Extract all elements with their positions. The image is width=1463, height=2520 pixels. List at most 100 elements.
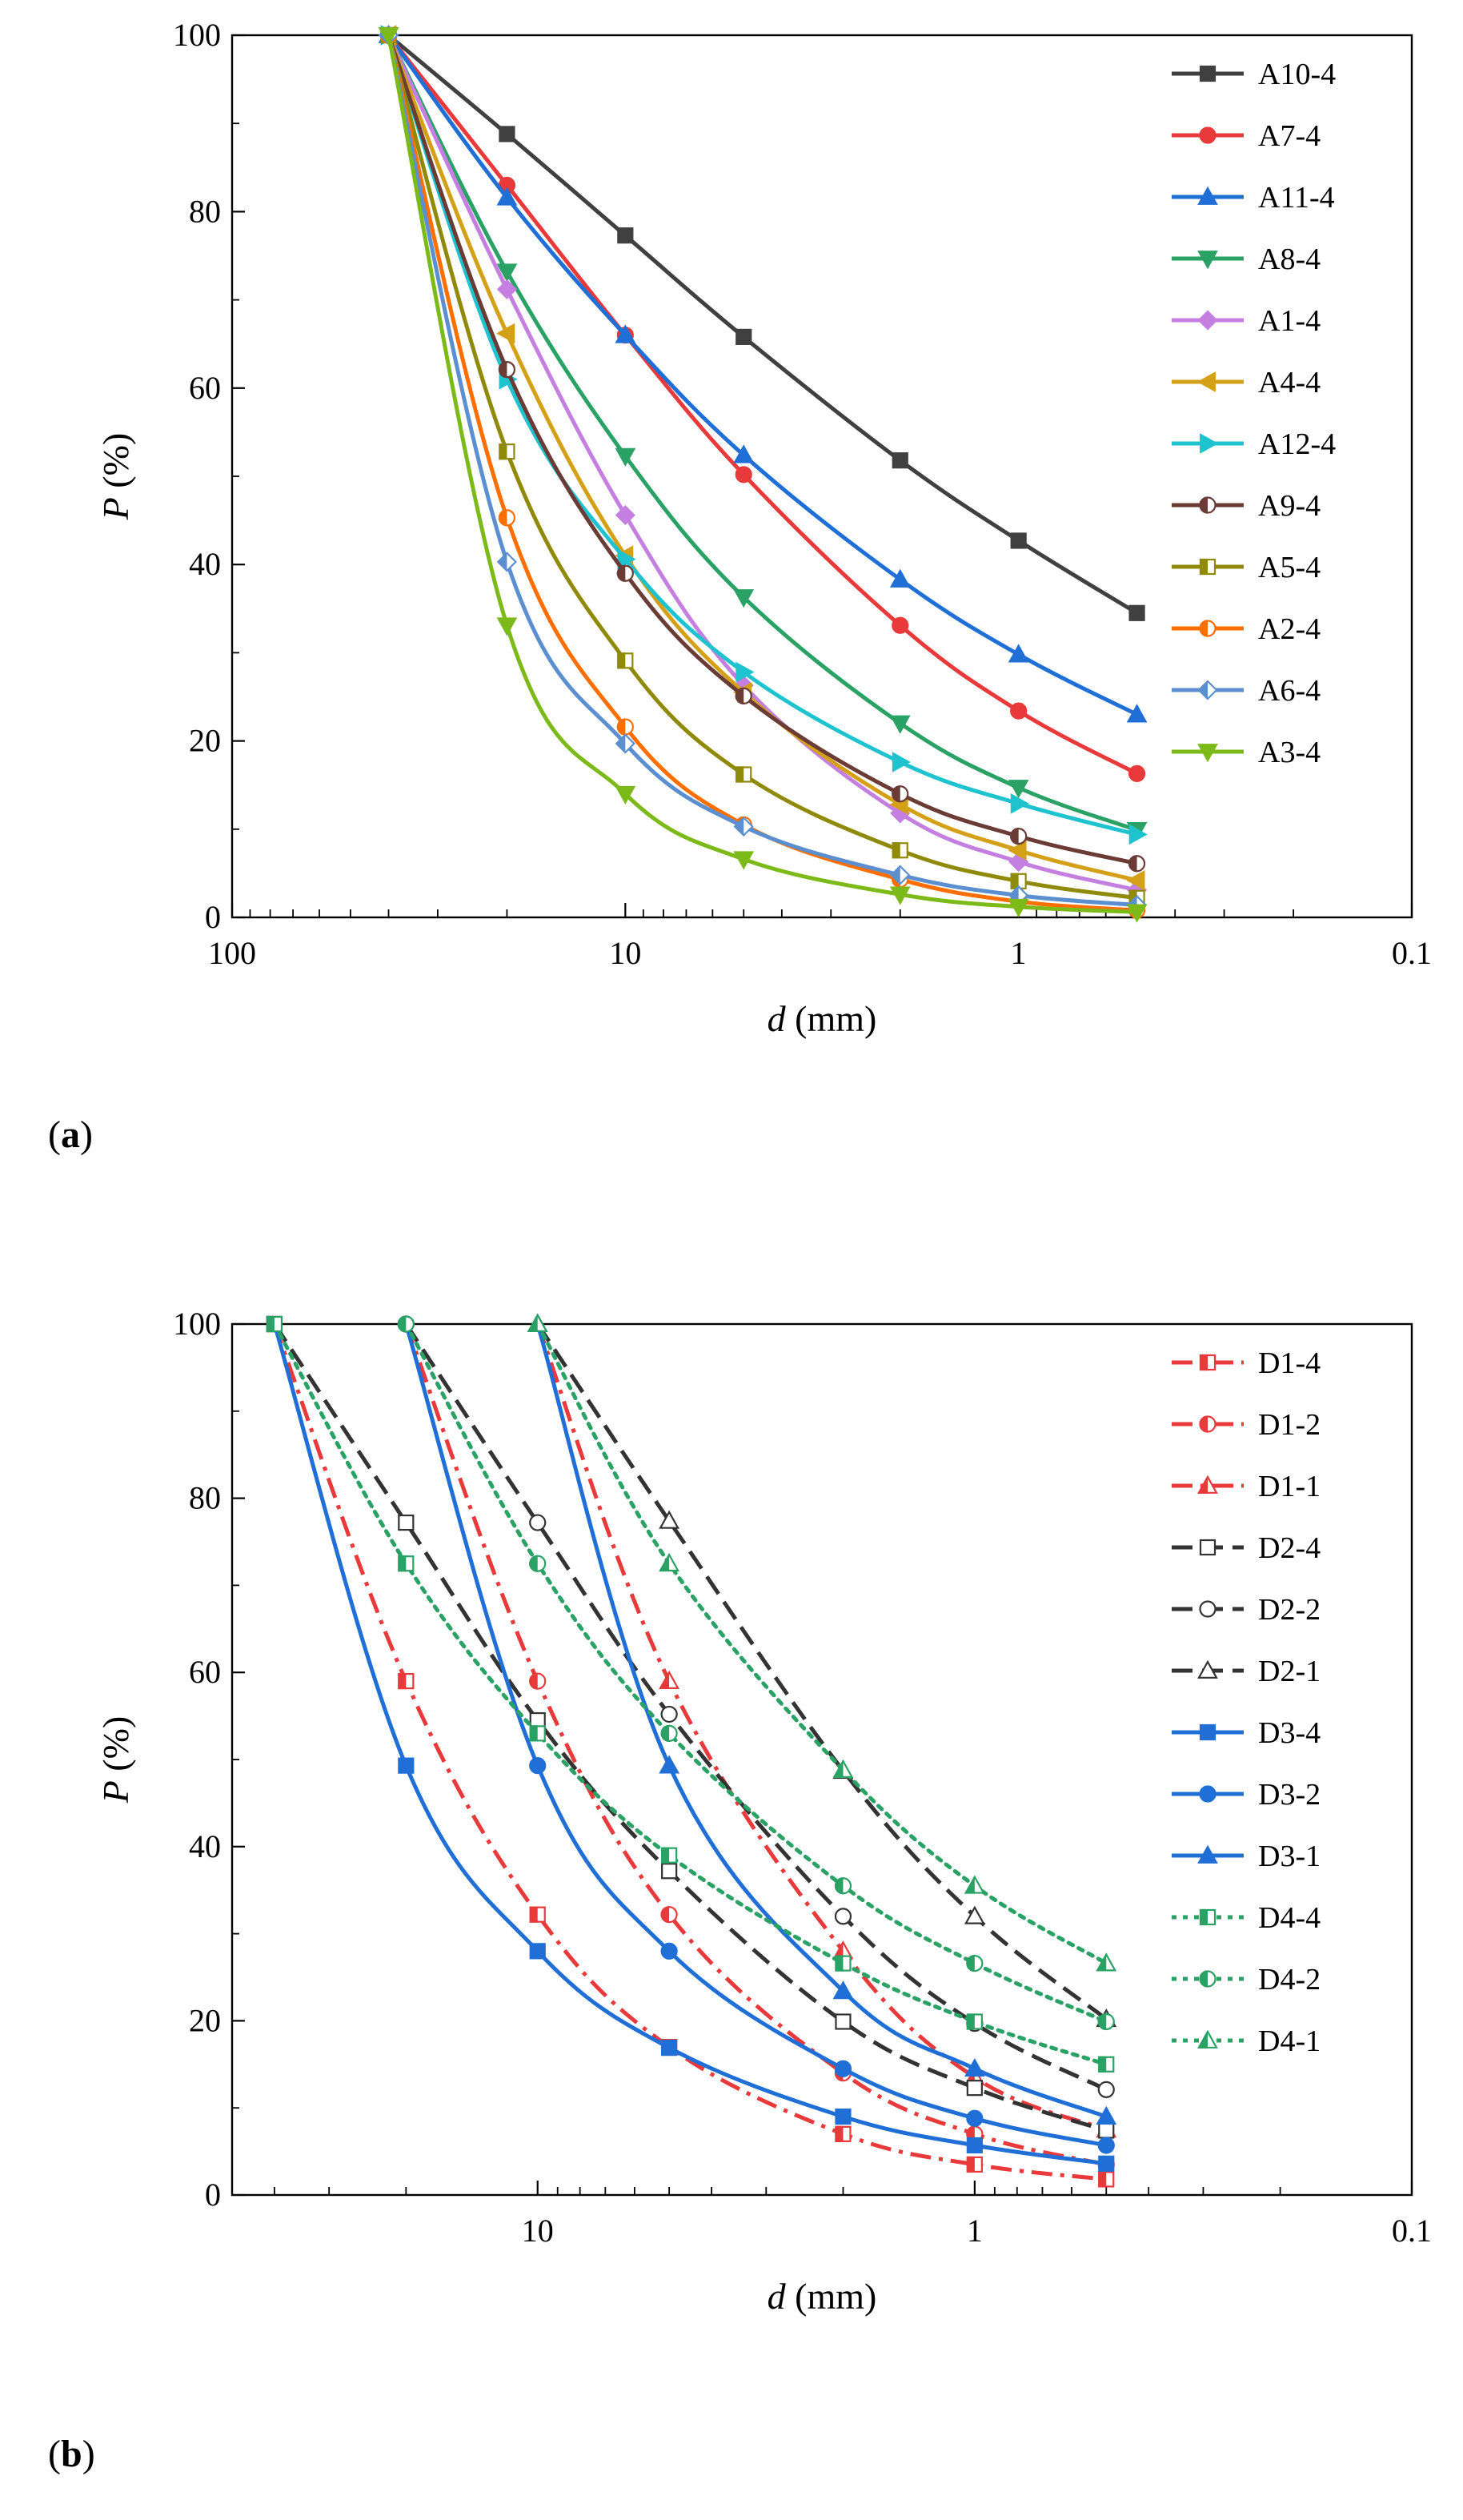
legend-item-d4-4: D4-4	[1172, 1901, 1321, 1935]
series-line-d3-1	[535, 1323, 1108, 2119]
legend-marker	[1197, 1659, 1218, 1679]
legend-label: D1-4	[1258, 1346, 1321, 1380]
data-point-a5-4-fill	[499, 443, 507, 460]
data-point-d1-4-fill	[1098, 2171, 1107, 2188]
panel-label-a: (a)	[48, 1114, 93, 1156]
series-line-d3-4	[272, 1323, 1107, 2166]
data-point-d3-4	[835, 2108, 852, 2125]
data-point-a6-4-fill	[890, 865, 900, 885]
x-axis-title-var: d	[768, 998, 787, 1039]
legend-label: A12-4	[1258, 427, 1336, 461]
data-point-a9-4-fill	[1128, 855, 1137, 873]
data-point-a7-4	[892, 616, 909, 634]
legend-label: A5-4	[1258, 551, 1321, 584]
data-point-a12-4	[736, 661, 755, 683]
legend-marker-fill	[1199, 620, 1208, 637]
data-point-a2-4-fill	[616, 718, 626, 736]
data-point-d3-1	[1096, 2105, 1117, 2125]
x-axis-title: d (mm)	[768, 998, 877, 1039]
legend-label: D1-1	[1258, 1470, 1321, 1503]
data-point-d1-4-fill	[529, 1906, 538, 1923]
x-tick-label: 100	[208, 935, 256, 971]
data-point-d4-4-fill	[398, 1555, 407, 1572]
legend-item-a12-4: A12-4	[1172, 427, 1336, 461]
legend-marker-fill	[1199, 1908, 1208, 1926]
legend-item-a10-4: A10-4	[1172, 58, 1336, 91]
y-tick-label: 40	[189, 546, 221, 582]
series-d4-4	[266, 1315, 1115, 2073]
legend-marker-fill	[1199, 1354, 1208, 1371]
data-point-d2-1	[659, 1510, 680, 1529]
x-tick-label: 0.1	[1392, 2213, 1432, 2249]
data-point-d2-2	[834, 1908, 852, 1925]
legend-marker-fill	[1197, 1475, 1208, 1494]
legend-label: D4-4	[1258, 1901, 1321, 1935]
series-line-d1-4	[272, 1323, 1107, 2181]
legend-label: D2-2	[1258, 1593, 1321, 1627]
data-point-a1-4	[615, 504, 635, 526]
data-point-a4-4	[1008, 840, 1027, 861]
series-a7-4	[379, 26, 1146, 782]
data-point-a9-4-fill	[892, 785, 900, 803]
data-point-d4-1-fill	[659, 1552, 670, 1572]
x-tick-label: 0.1	[1392, 935, 1432, 971]
data-point-d1-2-fill	[529, 1672, 538, 1690]
x-tick-label: 1	[1011, 935, 1027, 971]
data-point-a5-4-fill	[617, 652, 626, 669]
series-line-a9-4	[387, 34, 1138, 866]
series-line-a3-4	[387, 34, 1137, 914]
legend-marker	[1196, 371, 1216, 392]
data-point-a3-4	[615, 785, 636, 805]
data-point-d2-4	[966, 2080, 983, 2097]
series-a1-4	[378, 25, 1148, 901]
data-point-a10-4	[892, 452, 908, 469]
x-axis-title: d (mm)	[768, 2276, 877, 2317]
legend-marker-fill	[1197, 680, 1208, 700]
series-a4-4	[378, 25, 1145, 891]
series-line-d1-2	[403, 1323, 1107, 2167]
data-point-a11-4	[1126, 704, 1148, 723]
legend-item-d1-1: D1-1	[1172, 1470, 1321, 1503]
legend-item-d4-1: D4-1	[1172, 2024, 1321, 2058]
series-a5-4	[380, 26, 1145, 906]
data-point-d4-2-fill	[834, 1877, 844, 1895]
data-point-d1-1-fill	[659, 1670, 670, 1689]
y-tick-label: 80	[189, 1480, 221, 1516]
data-point-d3-1	[659, 1755, 680, 1774]
data-point-a10-4	[1010, 532, 1027, 549]
data-point-d4-2-fill	[660, 1724, 670, 1742]
legend-label: A8-4	[1258, 243, 1321, 276]
chart-panel-b: 0 20 40 60 80 100 10 1 0.1 d (mm) P (%) D1-4 D1-2 D1-…	[0, 1233, 1463, 2520]
legend-marker	[1197, 1844, 1218, 1864]
data-point-d4-1-fill	[527, 1313, 538, 1332]
legend: D1-4 D1-2 D1-1 D2-4 D2-2 D2-1 D3-4 D3-2 D3-1 D4-4…	[1172, 1346, 1321, 2058]
series-line-a2-4	[387, 34, 1137, 913]
series-a9-4	[379, 26, 1146, 873]
legend-label: D2-4	[1258, 1531, 1321, 1565]
data-point-d3-1	[832, 1980, 854, 2000]
data-point-a10-4	[736, 328, 752, 345]
x-tick-label: 1	[967, 2213, 983, 2249]
data-point-a7-4	[1010, 702, 1028, 720]
data-point-d4-4-fill	[661, 1847, 670, 1864]
y-tick-label: 100	[173, 17, 221, 53]
series-d1-1	[527, 1313, 1117, 2138]
y-axis-title-var: P	[95, 497, 136, 520]
y-axis-title-var: P	[95, 1780, 136, 1804]
legend-item-d3-2: D3-2	[1172, 1778, 1321, 1812]
series-d2-4	[266, 1315, 1115, 2139]
data-point-d4-1-fill	[832, 1759, 844, 1778]
series-d4-1	[527, 1313, 1117, 1972]
legend-label: A2-4	[1258, 612, 1321, 646]
data-point-d4-2-fill	[397, 1315, 407, 1333]
data-point-a7-4	[1128, 764, 1146, 782]
data-point-d3-2	[1097, 2137, 1115, 2154]
data-point-d4-2-fill	[1097, 2012, 1107, 2031]
x-tick-label: 10	[609, 935, 641, 971]
legend-label: A9-4	[1258, 489, 1321, 523]
data-point-a3-4	[1126, 904, 1148, 923]
legend-label: A7-4	[1258, 119, 1321, 153]
data-point-d4-4-fill	[966, 2013, 975, 2030]
data-point-d1-4-fill	[835, 2125, 844, 2142]
